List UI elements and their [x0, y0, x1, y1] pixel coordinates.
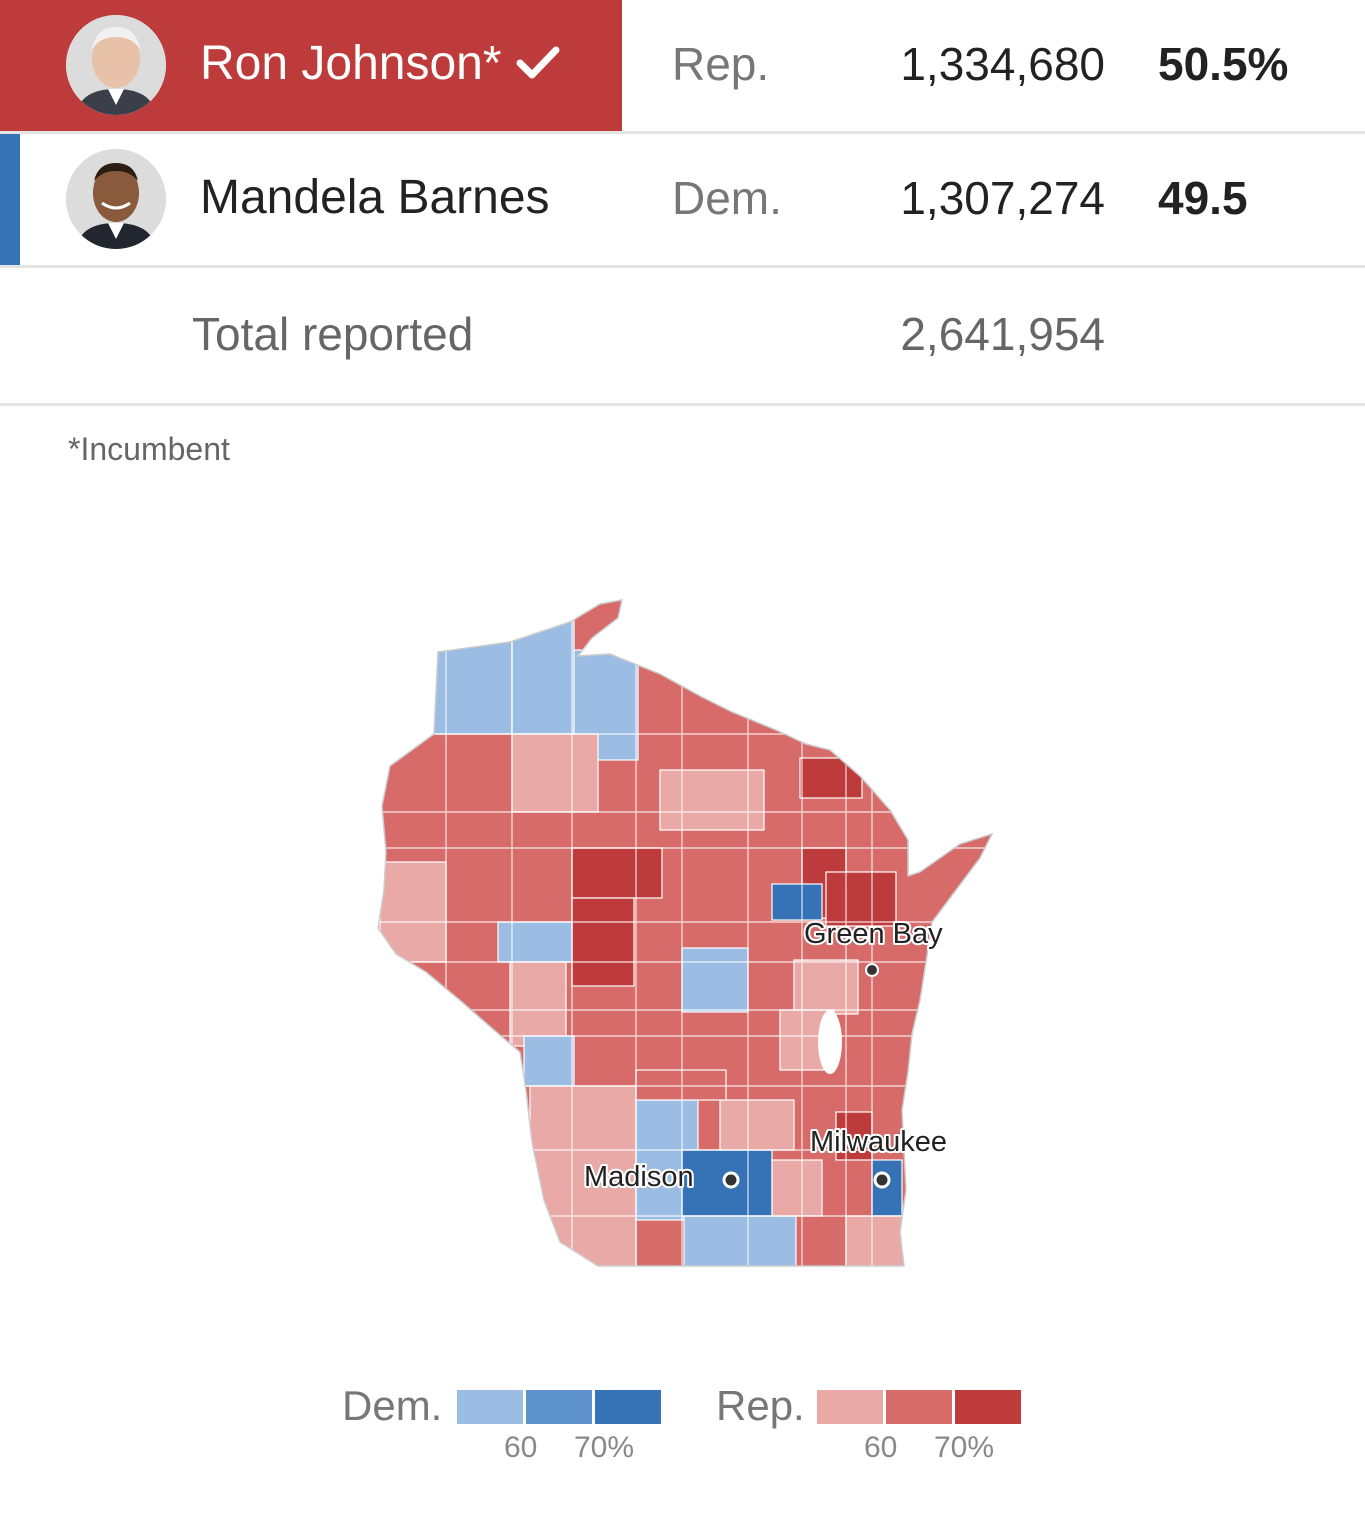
county — [571, 897, 635, 987]
city-label-madison: Madison — [584, 1161, 694, 1193]
legend-dem-label: Dem. — [342, 1382, 443, 1429]
county — [659, 769, 765, 831]
vote-percent: 50.5% — [1158, 38, 1289, 90]
county — [571, 847, 663, 899]
candidate-name-text: Ron Johnson* — [200, 37, 502, 90]
total-row: Total reported 2,641,954 — [0, 268, 1365, 406]
legend-rep-tick-60: 60 — [864, 1431, 898, 1464]
city-label-green-bay: Green Bay — [804, 918, 943, 950]
candidate-row-johnson: Ron Johnson* Rep. 1,334,680 50.5% — [0, 0, 1365, 134]
county — [681, 947, 749, 1013]
total-votes: 2,641,954 — [900, 308, 1105, 360]
county — [719, 1099, 795, 1151]
county — [799, 757, 863, 799]
candidate-row-barnes: Mandela Barnes Dem. 1,307,274 49.5 — [0, 134, 1365, 268]
county — [871, 1159, 903, 1217]
legend-dem-dark — [595, 1390, 661, 1424]
total-label: Total reported — [192, 308, 474, 360]
county — [419, 629, 513, 735]
county — [379, 861, 447, 963]
city-label-milwaukee: Milwaukee — [810, 1126, 947, 1158]
county — [509, 961, 567, 1047]
candidate-name: Mandela Barnes — [200, 171, 550, 224]
legend-rep-mid — [886, 1390, 952, 1424]
party-label: Rep. — [672, 38, 770, 90]
county — [845, 1215, 907, 1266]
legend-rep-dark — [955, 1390, 1021, 1424]
lake-winnebago — [818, 1010, 842, 1074]
legend-dem-tick-70: 70% — [574, 1431, 635, 1464]
legend-rep-label: Rep. — [716, 1382, 805, 1429]
county-results-map: Green Bay Madison Milwaukee — [377, 599, 994, 1267]
county-border — [445, 600, 873, 1266]
county — [683, 1215, 797, 1266]
legend-dem-light — [457, 1390, 523, 1424]
legend-rep-tick-70: 70% — [934, 1431, 995, 1464]
map-legend: Dem. 60 70% Rep. 60 70% — [340, 1380, 1040, 1470]
county — [793, 959, 859, 1015]
vote-percent: 49.5 — [1158, 172, 1248, 224]
county — [497, 921, 573, 963]
legend-dem-mid — [526, 1390, 592, 1424]
state-outline — [377, 599, 994, 1267]
county — [835, 1111, 873, 1161]
legend-dem-tick-60: 60 — [504, 1431, 538, 1464]
city-marker-milwaukee — [873, 1171, 891, 1189]
county — [511, 733, 599, 813]
party-color-bar — [0, 134, 20, 265]
county — [825, 871, 897, 927]
county — [635, 1069, 727, 1101]
city-marker-green-bay — [865, 963, 879, 977]
vote-count: 1,307,274 — [900, 172, 1105, 224]
candidate-photo-barnes — [66, 149, 166, 249]
vote-count: 1,334,680 — [900, 38, 1105, 90]
city-marker-madison — [722, 1171, 740, 1189]
county — [511, 600, 575, 735]
party-label: Dem. — [672, 172, 782, 224]
county-border — [378, 733, 992, 1217]
checkmark-icon — [516, 38, 560, 94]
county — [771, 883, 823, 921]
incumbent-footnote: *Incumbent — [68, 431, 230, 467]
candidate-photo-johnson — [66, 15, 166, 115]
county — [771, 1159, 823, 1217]
candidate-name: Ron Johnson* — [200, 36, 560, 94]
legend-rep-light — [817, 1390, 883, 1424]
county — [523, 1035, 575, 1087]
